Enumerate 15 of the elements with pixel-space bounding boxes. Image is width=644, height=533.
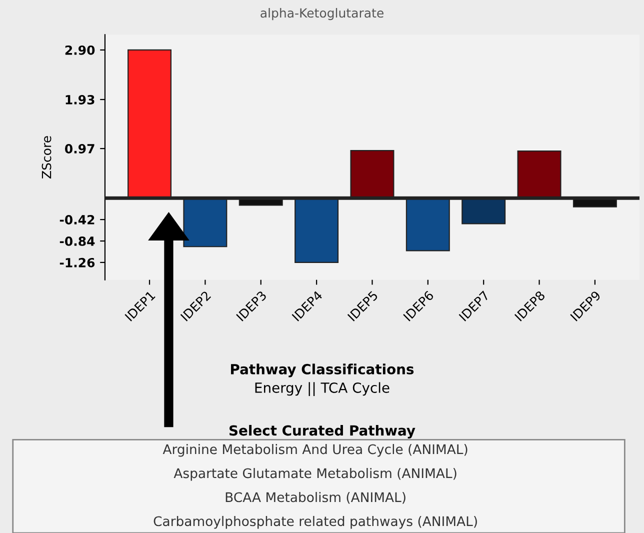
text: Pathway Classifications [231,364,414,378]
chart-title: alpha-Ketoglutarate [260,8,384,20]
y-tick-label: -1.26 [60,258,95,268]
y-tick-label: 0.97 [65,144,94,154]
text: Aspartate Glutamate Metabolism (ANIMAL) [174,468,456,481]
y-tick-label: -0.42 [60,215,94,224]
text: Select Curated Pathway [230,424,416,439]
text: Energy || TCA Cycle [255,382,390,396]
y-tick-label: 1.93 [66,94,94,104]
y-axis-title: ZScore [42,136,52,178]
text: BCAA Metabolism (ANIMAL) [226,492,406,504]
text: Carbamoylphosphate related pathways (ANIMAL) [154,516,477,529]
y-tick-label: -0.84 [60,236,95,246]
y-tick-label: 2.90 [65,45,95,55]
text: Arginine Metabolism And Urea Cycle (ANIMAL) [162,444,468,457]
